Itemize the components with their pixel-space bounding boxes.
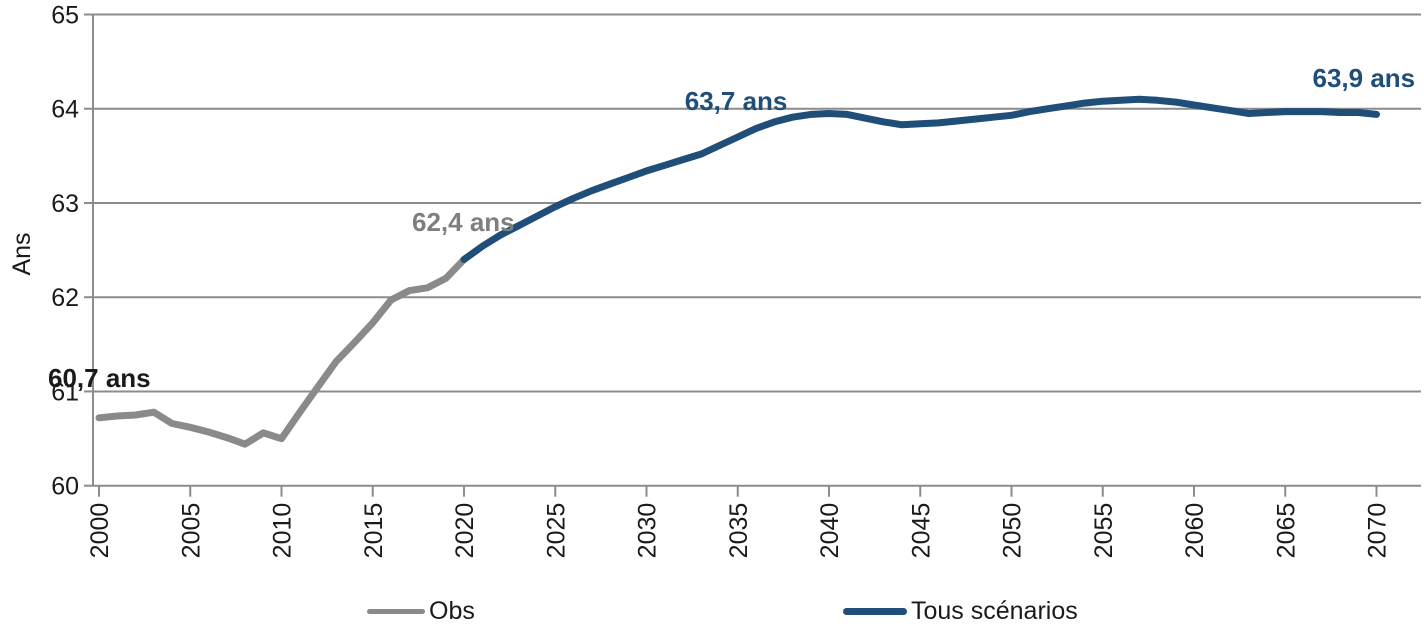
- x-tick-label: 2065: [1272, 503, 1300, 559]
- x-tick-label: 2005: [177, 503, 205, 559]
- y-axis-title: Ans: [7, 232, 36, 276]
- x-tick-label: 2010: [269, 503, 297, 559]
- series-line-tous-scenarios: [460, 95, 1380, 263]
- annotation-2035-value: 63,7 ans: [684, 86, 788, 116]
- obs-line-swatch: [367, 608, 425, 614]
- y-tick-label: 60: [51, 473, 79, 501]
- y-tick-label: 61: [51, 378, 79, 406]
- x-tick-label: 2060: [1181, 503, 1209, 559]
- legend-label-obs: Obs: [429, 596, 475, 625]
- y-tick-label: 64: [51, 96, 79, 124]
- x-tick-label: 2070: [1364, 503, 1392, 559]
- x-tick-label: 2015: [360, 503, 388, 559]
- annotation-2070-value: 63,9 ans: [1312, 63, 1416, 94]
- x-tick-label: 2050: [999, 503, 1027, 559]
- annotation-obs-start: 60,7 ans: [48, 362, 151, 393]
- x-tick-label: 2000: [86, 503, 114, 559]
- x-tick-label: 2030: [634, 503, 662, 559]
- y-tick-label: 62: [51, 284, 79, 312]
- x-tick-label: 2025: [542, 503, 570, 559]
- legend-item-obs: Obs: [367, 596, 475, 625]
- x-tick-label: 2040: [816, 503, 844, 559]
- series-line-obs: [95, 256, 468, 448]
- legend-item-tous-scenarios: Tous scénarios: [843, 596, 1078, 625]
- tous-scenarios-line-swatch: [843, 607, 907, 615]
- x-tick-label: 2045: [907, 503, 935, 559]
- x-tick-label: 2020: [451, 503, 479, 559]
- x-tick-label: 2055: [1090, 503, 1118, 559]
- legend-label-tous-scenarios: Tous scénarios: [911, 596, 1078, 625]
- y-tick-label: 65: [51, 2, 79, 30]
- x-tick-label: 2035: [725, 503, 753, 559]
- y-tick-label: 63: [51, 190, 79, 218]
- annotation-2020-value: 62,4 ans: [412, 206, 515, 237]
